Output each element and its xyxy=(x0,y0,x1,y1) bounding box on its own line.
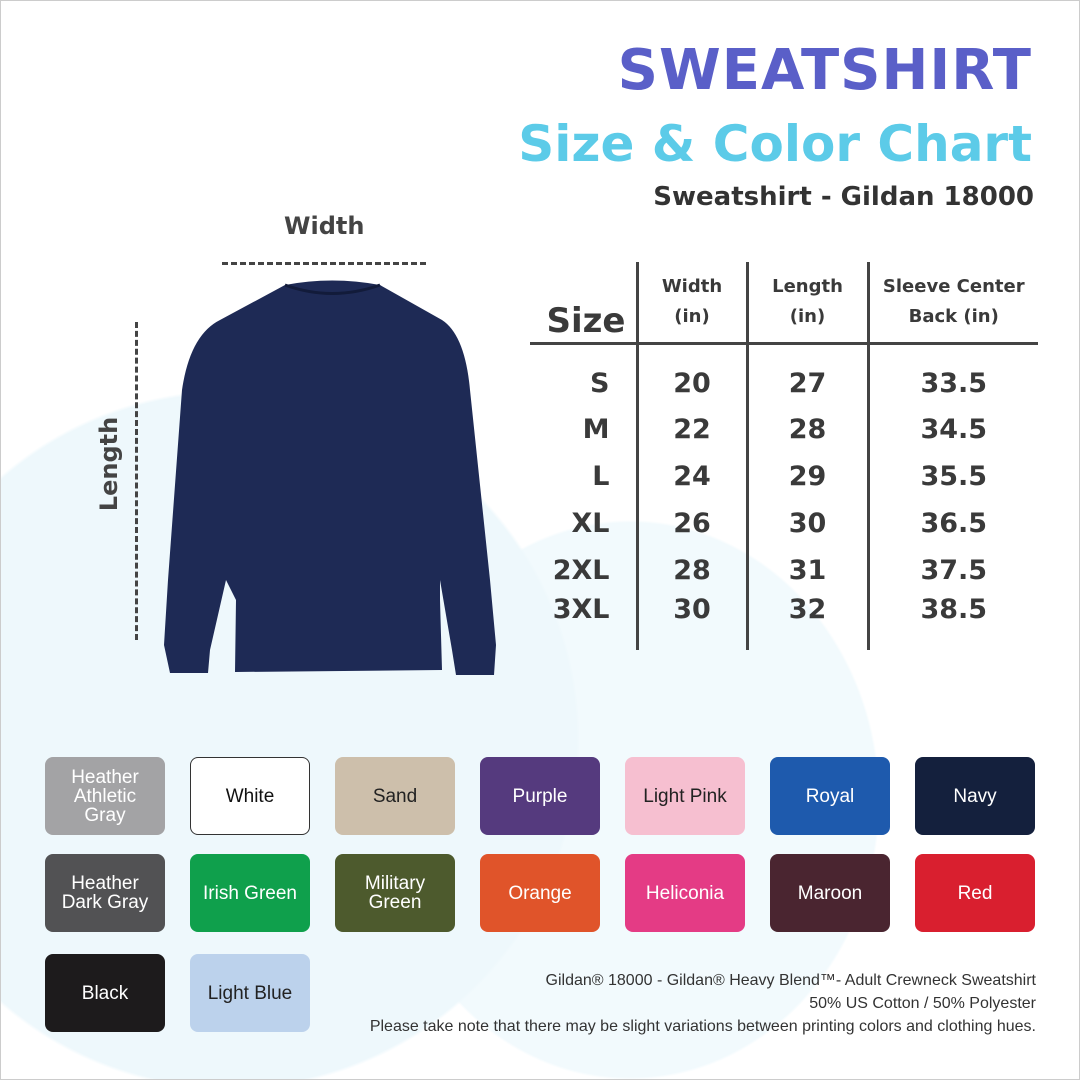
sleeve-cell: 34.5 xyxy=(866,406,1038,453)
header-width: Width (in) xyxy=(635,262,747,343)
color-name: Heliconia xyxy=(645,882,725,904)
size-cell: XL xyxy=(571,508,610,539)
color-name: Sand xyxy=(372,785,418,807)
color-swatch: Heliconia xyxy=(625,854,745,932)
color-swatch: Black xyxy=(45,954,165,1032)
color-name: Royal xyxy=(805,785,855,807)
color-swatch: Light Pink xyxy=(625,757,745,835)
sleeve-cell: 37.5 xyxy=(866,547,1038,594)
table-row: L 24 29 35.5 xyxy=(530,453,1038,500)
footer-material: 50% US Cotton / 50% Polyester xyxy=(809,995,1036,1012)
length-dashed-line xyxy=(135,322,138,640)
table-row: 3XL 30 32 38.5 xyxy=(530,594,1038,650)
width-label: Width xyxy=(284,212,365,240)
sleeve-cell: 36.5 xyxy=(866,500,1038,547)
header-text: Width (in) xyxy=(661,275,723,327)
color-name: Light Blue xyxy=(207,982,293,1004)
footer-product: Gildan® 18000 - Gildan® Heavy Blend™- Ad… xyxy=(545,972,1036,989)
color-name: Irish Green xyxy=(203,882,297,904)
header-text: Length (in) xyxy=(772,275,843,327)
size-cell: 2XL xyxy=(552,555,610,586)
color-name: Light Pink xyxy=(643,785,727,807)
size-cell: 3XL xyxy=(552,594,610,625)
color-swatch: Military Green xyxy=(335,854,455,932)
color-name: White xyxy=(225,785,275,807)
length-cell: 31 xyxy=(745,547,868,594)
color-name: Orange xyxy=(508,882,572,904)
color-swatch: Royal xyxy=(770,757,890,835)
color-swatch: Navy xyxy=(915,757,1035,835)
title: SWEATSHIRT xyxy=(617,38,1032,103)
width-cell: 20 xyxy=(635,343,747,406)
color-swatch: Purple xyxy=(480,757,600,835)
color-swatch: Maroon xyxy=(770,854,890,932)
width-cell: 24 xyxy=(635,453,747,500)
width-cell: 28 xyxy=(635,547,747,594)
size-cell: L xyxy=(592,461,610,492)
table-header-row: Size Width (in) Length (in) Sleeve Cente… xyxy=(530,262,1038,343)
width-cell: 22 xyxy=(635,406,747,453)
color-name: Heather Dark Gray xyxy=(61,873,149,913)
color-swatch: Orange xyxy=(480,854,600,932)
color-swatch: White xyxy=(190,757,310,835)
sleeve-cell: 33.5 xyxy=(866,343,1038,406)
sleeve-cell: 35.5 xyxy=(866,453,1038,500)
color-swatch: Sand xyxy=(335,757,455,835)
header-text: Sleeve Center Back (in) xyxy=(882,275,1025,327)
header-size: Size xyxy=(546,300,626,341)
color-name: Heather Athletic Gray xyxy=(71,766,139,826)
color-name: Maroon xyxy=(797,882,863,904)
color-name: Navy xyxy=(953,785,997,807)
color-name: Purple xyxy=(512,785,568,807)
footer-note: Please take note that there may be sligh… xyxy=(369,1018,1036,1035)
sweatshirt-image xyxy=(164,280,496,675)
header-sleeve: Sleeve Center Back (in) xyxy=(866,262,1038,343)
length-cell: 32 xyxy=(745,594,868,650)
color-name: Military Green xyxy=(364,873,426,913)
table-row: 2XL 28 31 37.5 xyxy=(530,547,1038,594)
size-table: Size Width (in) Length (in) Sleeve Cente… xyxy=(530,262,1038,650)
table-row: M 22 28 34.5 xyxy=(530,406,1038,453)
color-swatch: Heather Dark Gray xyxy=(45,854,165,932)
size-cell: M xyxy=(582,414,610,445)
model-label: Sweatshirt - Gildan 18000 xyxy=(653,182,1034,212)
length-cell: 29 xyxy=(745,453,868,500)
color-swatch: Irish Green xyxy=(190,854,310,932)
length-cell: 28 xyxy=(745,406,868,453)
color-swatch: Heather Athletic Gray xyxy=(45,757,165,835)
color-name: Red xyxy=(957,882,993,904)
color-name: Black xyxy=(81,982,129,1004)
length-cell: 30 xyxy=(745,500,868,547)
color-swatch: Red xyxy=(915,854,1035,932)
subtitle: Size & Color Chart xyxy=(518,115,1032,173)
table-row: XL 26 30 36.5 xyxy=(530,500,1038,547)
header-length: Length (in) xyxy=(745,262,868,343)
sleeve-cell: 38.5 xyxy=(866,594,1038,650)
length-cell: 27 xyxy=(745,343,868,406)
width-dashed-line xyxy=(222,262,426,265)
color-swatch: Light Blue xyxy=(190,954,310,1032)
table-row: S 20 27 33.5 xyxy=(530,343,1038,406)
size-cell: S xyxy=(590,367,610,399)
width-cell: 26 xyxy=(635,500,747,547)
length-label: Length xyxy=(95,416,124,512)
width-cell: 30 xyxy=(635,594,747,650)
